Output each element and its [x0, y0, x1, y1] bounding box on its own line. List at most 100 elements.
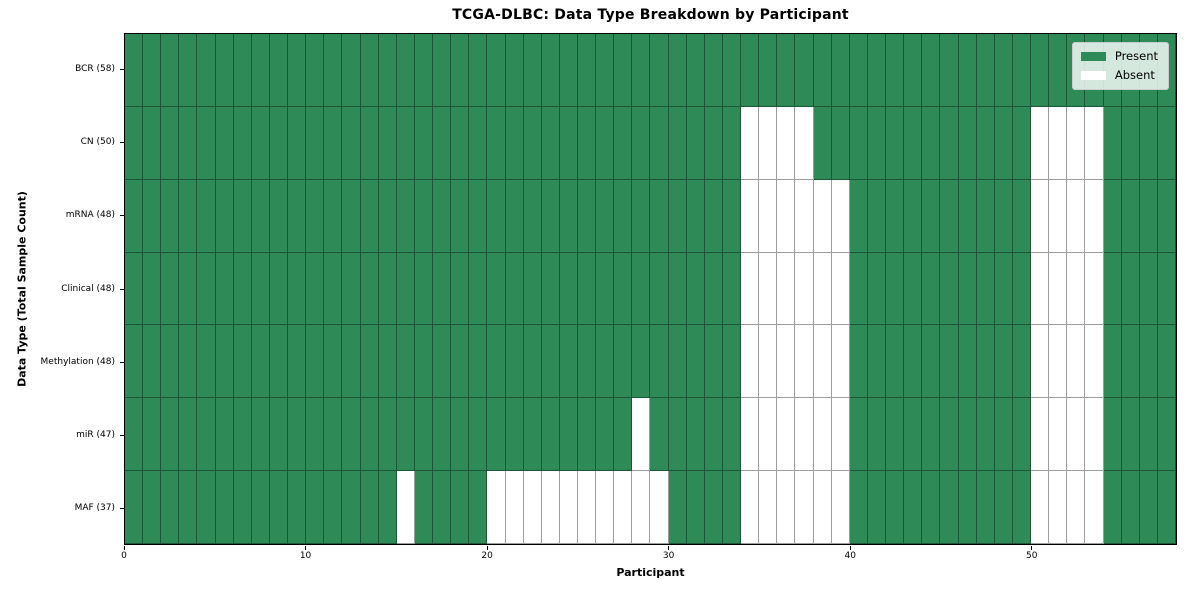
- heatmap-cell-miR-34: [741, 398, 760, 472]
- heatmap-cell-CN-54: [1103, 106, 1122, 180]
- heatmap-cell-BCR-2: [161, 34, 180, 107]
- heatmap-cell-miR-18: [451, 398, 470, 472]
- heatmap-cell-MAF-29: [650, 471, 669, 544]
- heatmap-cell-Methylation-35: [759, 325, 778, 399]
- heatmap-cell-miR-35: [759, 398, 778, 472]
- heatmap-cell-BCR-9: [288, 34, 307, 107]
- heatmap-cell-miR-6: [233, 398, 252, 472]
- x-tick-mark: [668, 545, 670, 550]
- heatmap-cell-BCR-11: [324, 34, 343, 107]
- x-tick-label-30: 30: [662, 551, 675, 561]
- heatmap-cell-Methylation-53: [1085, 325, 1104, 399]
- heatmap-cell-BCR-21: [505, 34, 524, 107]
- x-tick-label-10: 10: [299, 551, 312, 561]
- heatmap-cell-BCR-30: [668, 34, 687, 107]
- heatmap-cell-MAF-53: [1085, 471, 1104, 544]
- heatmap-cell-BCR-20: [487, 34, 506, 107]
- heatmap-cell-MAF-26: [596, 471, 615, 544]
- heatmap-cell-CN-12: [342, 106, 361, 180]
- y-tick-label-Clinical: Clinical (48): [61, 283, 115, 294]
- heatmap-cell-Methylation-18: [451, 325, 470, 399]
- heatmap-cell-miR-14: [378, 398, 397, 472]
- heatmap-cell-BCR-33: [722, 34, 742, 107]
- heatmap-cell-Clinical-21: [505, 252, 524, 326]
- y-tick-label-CN: CN (50): [80, 137, 115, 148]
- heatmap-cell-BCR-14: [378, 34, 397, 107]
- heatmap-cell-mRNA-20: [487, 179, 506, 253]
- y-tick-mark: [119, 507, 124, 509]
- heatmap-cell-miR-21: [505, 398, 524, 472]
- heatmap-cell-miR-46: [958, 398, 977, 472]
- heatmap-cell-mRNA-42: [886, 179, 905, 253]
- heatmap-cell-miR-45: [940, 398, 959, 472]
- heatmap-cell-Clinical-5: [215, 252, 234, 326]
- heatmap-cell-Clinical-31: [686, 252, 705, 326]
- heatmap-cell-Methylation-50: [1031, 325, 1050, 399]
- heatmap-cell-MAF-50: [1031, 471, 1050, 544]
- heatmap-cell-BCR-15: [396, 34, 415, 107]
- heatmap-cell-BCR-41: [867, 34, 887, 107]
- heatmap-cell-Methylation-24: [559, 325, 579, 399]
- heatmap-cell-Clinical-9: [288, 252, 307, 326]
- heatmap-cell-CN-55: [1121, 106, 1140, 180]
- heatmap-cell-BCR-35: [759, 34, 778, 107]
- heatmap-cell-Clinical-3: [179, 252, 198, 326]
- heatmap-cell-BCR-8: [269, 34, 289, 107]
- y-tick-mark: [119, 215, 124, 217]
- heatmap-cell-Methylation-42: [886, 325, 905, 399]
- heatmap-cell-Methylation-45: [940, 325, 959, 399]
- heatmap-cell-Clinical-8: [269, 252, 289, 326]
- heatmap-cell-BCR-26: [596, 34, 615, 107]
- heatmap-cell-CN-22: [523, 106, 542, 180]
- heatmap-cell-mRNA-0: [125, 179, 144, 253]
- heatmap-cell-CN-43: [904, 106, 923, 180]
- heatmap-cell-BCR-24: [559, 34, 579, 107]
- heatmap-cell-miR-49: [1012, 398, 1032, 472]
- heatmap-cell-MAF-25: [578, 471, 597, 544]
- heatmap-cell-miR-11: [324, 398, 343, 472]
- legend-entry-absent: Absent: [1080, 69, 1158, 81]
- heatmap-cell-MAF-31: [686, 471, 705, 544]
- heatmap-cell-CN-45: [940, 106, 959, 180]
- y-tick-mark: [119, 434, 124, 436]
- heatmap-cell-Methylation-48: [994, 325, 1013, 399]
- heatmap-cell-Methylation-38: [813, 325, 832, 399]
- x-tick-mark: [849, 545, 851, 550]
- heatmap-cell-MAF-52: [1067, 471, 1086, 544]
- heatmap-cell-BCR-28: [632, 34, 651, 107]
- heatmap-cell-BCR-44: [922, 34, 941, 107]
- heatmap-cell-Methylation-25: [578, 325, 597, 399]
- heatmap-cell-BCR-38: [813, 34, 832, 107]
- heatmap-cell-MAF-1: [143, 471, 162, 544]
- heatmap-cell-Clinical-53: [1085, 252, 1104, 326]
- heatmap-cell-BCR-25: [578, 34, 597, 107]
- heatmap-cell-Methylation-29: [650, 325, 669, 399]
- heatmap-cell-mRNA-18: [451, 179, 470, 253]
- heatmap-cell-mRNA-37: [795, 179, 814, 253]
- heatmap-cell-miR-13: [360, 398, 379, 472]
- heatmap-cell-Clinical-36: [777, 252, 796, 326]
- heatmap-cell-mRNA-1: [143, 179, 162, 253]
- heatmap-cell-Methylation-14: [378, 325, 397, 399]
- legend-entry-present: Present: [1080, 50, 1158, 62]
- heatmap-cell-Clinical-28: [632, 252, 651, 326]
- legend-absent-swatch: [1080, 70, 1106, 80]
- heatmap-cell-BCR-49: [1012, 34, 1032, 107]
- heatmap-cell-BCR-45: [940, 34, 959, 107]
- y-tick-mark: [119, 69, 124, 71]
- heatmap-cell-Methylation-21: [505, 325, 524, 399]
- heatmap-cell-Clinical-26: [596, 252, 615, 326]
- heatmap-cell-CN-11: [324, 106, 343, 180]
- heatmap-cell-BCR-7: [251, 34, 270, 107]
- heatmap-cell-miR-40: [849, 398, 868, 472]
- heatmap-cell-miR-24: [559, 398, 579, 472]
- y-tick-label-miR: miR (47): [76, 429, 115, 440]
- heatmap-cell-Clinical-29: [650, 252, 669, 326]
- heatmap-cell-BCR-19: [469, 34, 488, 107]
- heatmap-cell-Clinical-48: [994, 252, 1013, 326]
- heatmap-cell-miR-41: [867, 398, 887, 472]
- heatmap-cell-mRNA-31: [686, 179, 705, 253]
- heatmap-cell-Clinical-13: [360, 252, 379, 326]
- heatmap-cell-MAF-7: [251, 471, 270, 544]
- heatmap-cell-miR-8: [269, 398, 289, 472]
